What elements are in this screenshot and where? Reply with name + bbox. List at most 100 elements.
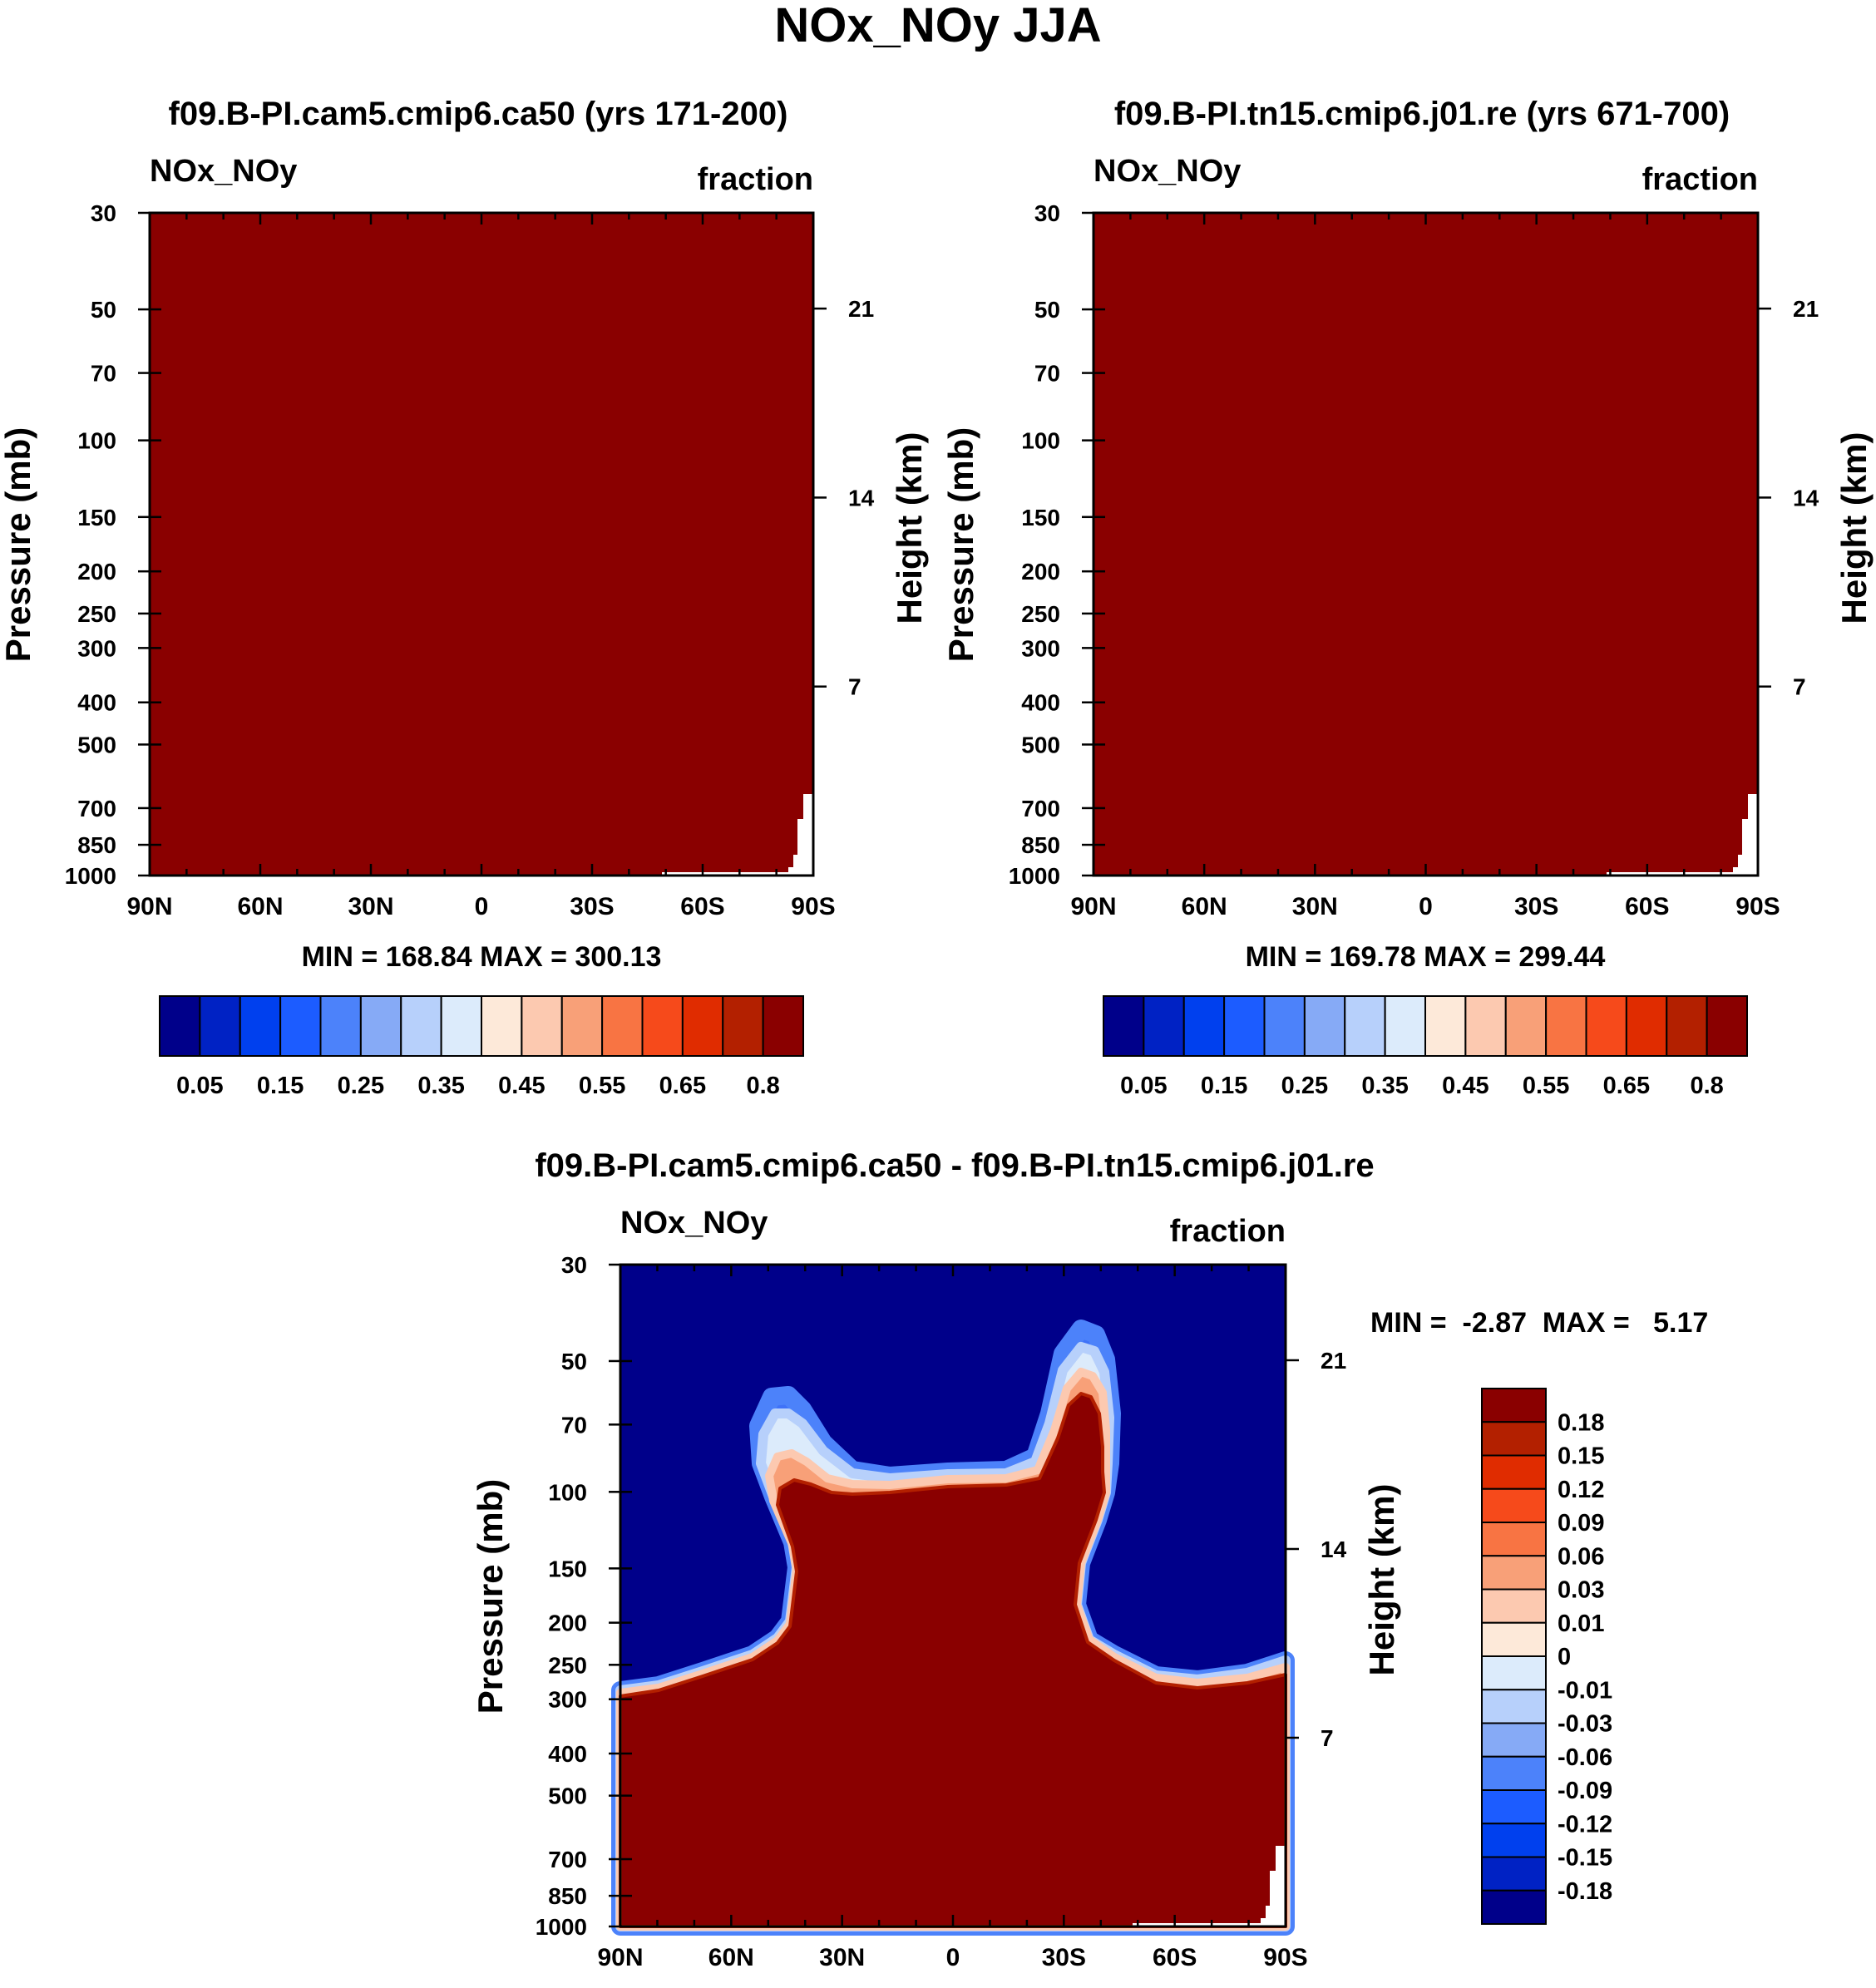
panel-1-x-tick-label: 30N	[348, 893, 393, 920]
panel-2-colorbar-box	[1464, 995, 1507, 1057]
panel-1-ticks	[138, 211, 827, 877]
panel-1-colorbar-box	[560, 995, 604, 1057]
panel-2-colorbar-label: 0.55	[1523, 1073, 1569, 1099]
panel-1-colorbar-label: 0.55	[579, 1073, 625, 1099]
panel-1-plot-area	[138, 211, 827, 877]
panel-2-y-tick-label: 200	[1021, 559, 1060, 585]
panel-3-colorbar-box	[1481, 1588, 1547, 1624]
panel-1-colorbar-label: 0.05	[176, 1073, 223, 1099]
panel-1-colorbar-box	[159, 995, 201, 1057]
panel-1-x-tick-label: 90N	[126, 893, 172, 920]
panel-2-colorbar-box	[1223, 995, 1266, 1057]
panel-2-colorbar-label: 0.65	[1603, 1073, 1650, 1099]
panel-1-x-tick-label: 0	[475, 893, 489, 920]
panel-2-y-tick-label: 1000	[1009, 863, 1060, 889]
panel-3-y-tick-label: 400	[548, 1741, 587, 1767]
panel-3-colorbar-box	[1481, 1522, 1547, 1557]
panel-3-y-tick-label: 300	[548, 1687, 587, 1713]
panel-1-y-tick-label: 30	[91, 200, 116, 226]
panel-1-field	[150, 213, 813, 876]
panel-3-y-tick-label: 150	[548, 1556, 587, 1581]
panel-1-colorbar-box	[239, 995, 282, 1057]
panel-2-colorbar-label: 0.05	[1120, 1073, 1167, 1099]
panel-2-colorbar-box	[1263, 995, 1306, 1057]
panel-1-colorbar-box	[641, 995, 684, 1057]
panel-3-colorbar-box	[1481, 1487, 1547, 1523]
panel-1-y-tick-label: 200	[77, 559, 116, 585]
panel-1-x-tick-label: 60S	[680, 893, 724, 920]
panel-3-colorbar-box	[1481, 1689, 1547, 1724]
panel-3-height-tick-label: 14	[1321, 1537, 1347, 1562]
panel-1-y-tick-label: 1000	[65, 863, 116, 889]
panel-2-colorbar-box	[1666, 995, 1708, 1057]
panel-3-y-tick-label: 1000	[536, 1914, 587, 1940]
panel-1-colorbar-box	[722, 995, 764, 1057]
panel-3-colorbar-box	[1481, 1421, 1547, 1457]
panel-3-ticks	[609, 1263, 1299, 1928]
panel-3-y-tick-label: 70	[561, 1412, 587, 1438]
panel-3-x-tick-label: 30N	[819, 1944, 865, 1971]
panel-3-colorbar-box	[1481, 1856, 1547, 1892]
panel-2-colorbar-box	[1424, 995, 1467, 1057]
panel-1-y-tick-label: 50	[91, 297, 116, 323]
panel-2-y-tick-label: 300	[1021, 635, 1060, 661]
panel-2-y-tick-label: 70	[1034, 361, 1060, 387]
panel-1-units-label: fraction	[698, 162, 813, 197]
panel-2-y-tick-label: 250	[1021, 601, 1060, 627]
panel-3-ylabel: Pressure (mb)	[471, 1479, 510, 1714]
panel-3-ylabel-right: Height (km)	[1362, 1484, 1401, 1676]
panel-2-y-tick-label: 30	[1034, 200, 1060, 226]
panel-2-field	[1094, 213, 1758, 876]
panel-3-y-tick-label: 100	[548, 1479, 587, 1505]
panel-2-colorbar-box	[1706, 995, 1748, 1057]
panel-3-units-label: fraction	[1170, 1214, 1286, 1249]
panel-1-stats: MIN = 168.84 MAX = 300.13	[302, 941, 662, 973]
panel-3-colorbar-label: 0.12	[1558, 1477, 1604, 1503]
panel-2-colorbar-box	[1344, 995, 1386, 1057]
panel-2-x-tick-label: 60N	[1182, 893, 1227, 920]
panel-2-x-tick-label: 0	[1419, 893, 1433, 920]
panel-2-colorbar-box	[1103, 995, 1145, 1057]
panel-3-title: f09.B-PI.cam5.cmip6.ca50 - f09.B-PI.tn15…	[535, 1147, 1374, 1184]
panel-3-colorbar-box	[1481, 1555, 1547, 1591]
panel-2: f09.B-PI.tn15.cmip6.j01.re (yrs 671-700)…	[941, 96, 1874, 1099]
panel-1-colorbar: 0.05 0.15 0.25 0.35 0.45 0.55 0.65 0.8	[159, 995, 804, 1099]
panel-1-colorbar-box	[440, 995, 482, 1057]
panel-2-colorbar-label: 0.35	[1361, 1073, 1408, 1099]
panel-3-y-tick-label: 850	[548, 1883, 587, 1909]
panel-1-y-tick-label: 70	[91, 361, 116, 387]
panel-3-height-tick-label: 21	[1321, 1348, 1346, 1374]
panel-2-colorbar-box	[1585, 995, 1627, 1057]
panel-2-colorbar-box	[1384, 995, 1426, 1057]
panel-3-colorbar-box	[1481, 1655, 1547, 1691]
panel-2-y-tick-label: 400	[1021, 690, 1060, 716]
panel-2-colorbar-box	[1182, 995, 1226, 1057]
panel-1-y-tick-label: 500	[77, 732, 116, 757]
panel-3-colorbar-box	[1481, 1789, 1547, 1825]
panel-1-colorbar-box	[279, 995, 322, 1057]
panel-1-x-tick-label: 60N	[237, 893, 283, 920]
panel-3-colorbar-label: 0.01	[1558, 1611, 1604, 1637]
panel-3-x-tick-label: 90S	[1263, 1944, 1307, 1971]
panel-3-plot-area	[609, 1263, 1299, 1936]
panel-2-y-tick-label: 50	[1034, 297, 1060, 323]
panel-2-x-tick-label: 90N	[1070, 893, 1116, 920]
panel-1-y-tick-label: 250	[77, 601, 116, 627]
panel-2-y-tick-label: 700	[1021, 796, 1060, 821]
panel-3-colorbar-box	[1481, 1722, 1547, 1758]
panel-1-height-tick-label: 14	[848, 485, 875, 511]
panel-2-y-tick-label: 150	[1021, 505, 1060, 530]
panel-1-y-tick-label: 150	[77, 505, 116, 530]
panel-2-colorbar-label: 0.25	[1281, 1073, 1328, 1099]
panel-3-y-tick-label: 50	[561, 1349, 587, 1374]
panel-3-colorbar-box	[1481, 1755, 1547, 1791]
panel-3-colorbar-label: 0	[1558, 1644, 1571, 1670]
panel-3-colorbar-label: -0.12	[1558, 1811, 1612, 1838]
panel-2-y-tick-label: 500	[1021, 732, 1060, 757]
figure-title: NOx_NOy JJA	[774, 0, 1101, 52]
panel-3-positive-region	[619, 1392, 1287, 1928]
panel-3-height-tick-label: 7	[1321, 1725, 1334, 1751]
panel-3-y-tick-label: 500	[548, 1783, 587, 1809]
panel-3-x-tick-label: 30S	[1042, 1944, 1086, 1971]
